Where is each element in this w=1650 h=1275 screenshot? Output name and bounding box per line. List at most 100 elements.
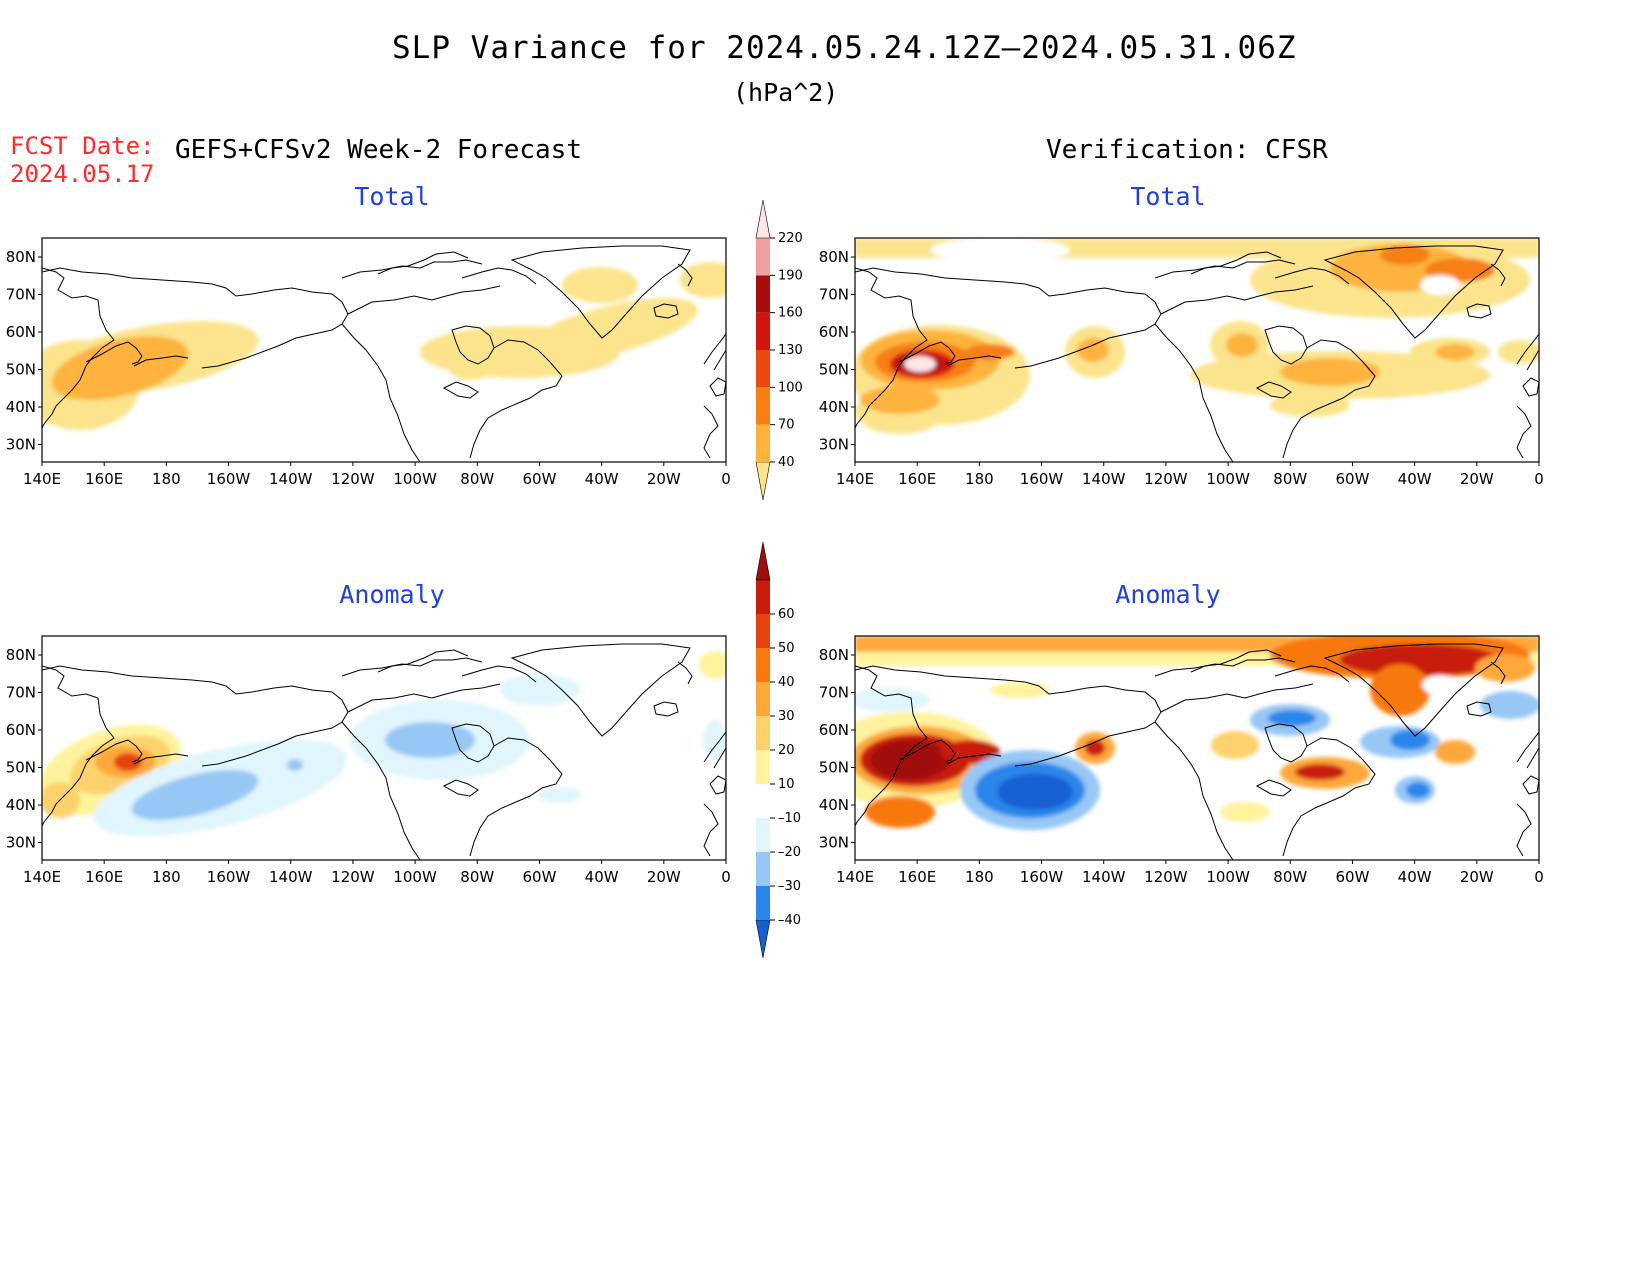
lon-tick-label: 160E [898, 868, 936, 886]
colorbar-swatch [756, 852, 770, 886]
lon-tick-label: 180 [965, 868, 994, 886]
colorbar-label: 70 [778, 418, 795, 433]
colorbar-label: –30 [778, 879, 801, 894]
lat-tick-label: 50N [6, 759, 36, 777]
colorbar-label: 50 [778, 641, 795, 656]
lat-tick-label: 40N [819, 398, 849, 416]
lon-tick-label: 160W [207, 868, 251, 886]
colorbar-swatch [756, 387, 770, 425]
colorbar-swatch [756, 275, 770, 313]
lon-tick-label: 140W [269, 470, 313, 488]
lon-tick-label: 140E [836, 470, 874, 488]
colorbar-swatch [756, 886, 770, 920]
map-verification-total [855, 238, 1539, 462]
colorbar-swatch [756, 682, 770, 716]
colorbar-label: 100 [778, 380, 803, 395]
colorbar-label: –40 [778, 913, 801, 928]
lat-tick-label: 80N [819, 248, 849, 266]
panel-title-forecast-total: Total [354, 182, 430, 211]
lon-tick-label: 60W [522, 868, 556, 886]
colorbar-end [755, 541, 771, 581]
lon-tick-label: 160W [207, 470, 251, 488]
lat-tick-label: 70N [819, 684, 849, 702]
lon-tick-label: 40W [1398, 868, 1432, 886]
lon-tick-label: 40W [585, 470, 619, 488]
lon-tick-label: 0 [1534, 868, 1544, 886]
fcst-date-value: 2024.05.17 [10, 160, 155, 188]
forecast-header: GEFS+CFSv2 Week-2 Forecast [175, 135, 582, 165]
lat-tick-label: 60N [819, 721, 849, 739]
lat-tick-label: 80N [6, 646, 36, 664]
lon-tick-label: 160W [1020, 868, 1064, 886]
lon-tick-label: 60W [1335, 470, 1369, 488]
lon-tick-label: 0 [1534, 470, 1544, 488]
colorbar-total: 40 70 100 130 160 190 220 [755, 199, 803, 501]
colorbar-swatch [756, 238, 770, 276]
lon-tick-label: 20W [1460, 868, 1494, 886]
lon-tick-label: 80W [1273, 470, 1307, 488]
lon-tick-label: 140W [269, 868, 313, 886]
lon-tick-label: 40W [585, 868, 619, 886]
lat-tick-label: 60N [6, 721, 36, 739]
fcst-date-label: FCST Date: [10, 132, 155, 160]
lon-tick-label: 140W [1082, 470, 1126, 488]
verification-header: Verification: CFSR [1046, 135, 1328, 165]
colorbar-label: 220 [778, 231, 803, 246]
lon-tick-label: 140E [23, 470, 61, 488]
colorbar-label: 40 [778, 455, 795, 470]
lat-tick-label: 80N [6, 248, 36, 266]
colorbar-swatch [756, 716, 770, 750]
colorbar-label: 130 [778, 343, 803, 358]
colorbar-anomaly: –40 –30 –20 –10 10 20 30 40 50 60 [755, 541, 801, 959]
lon-tick-label: 160E [898, 470, 936, 488]
colorbar-label: 40 [778, 675, 795, 690]
lon-tick-label: 120W [1144, 470, 1188, 488]
lat-tick-label: 50N [6, 361, 36, 379]
panel-title-forecast-anomaly: Anomaly [339, 580, 445, 609]
lon-tick-label: 180 [152, 470, 181, 488]
lon-tick-label: 160W [1020, 470, 1064, 488]
lon-tick-label: 120W [331, 470, 375, 488]
colorbar-end [755, 199, 771, 239]
map-verification-anomaly [855, 636, 1539, 860]
lat-tick-label: 50N [819, 361, 849, 379]
lat-tick-label: 40N [819, 796, 849, 814]
colorbar-label: –10 [778, 811, 801, 826]
colorbar-swatch [756, 580, 770, 614]
panel-title-verification-anomaly: Anomaly [1115, 580, 1221, 609]
panel-title-verification-total: Total [1130, 182, 1206, 211]
lat-tick-label: 80N [819, 646, 849, 664]
lat-tick-label: 60N [819, 323, 849, 341]
lon-tick-label: 20W [1460, 470, 1494, 488]
colorbar-swatch [756, 614, 770, 648]
colorbar-swatch [756, 350, 770, 388]
lon-tick-label: 100W [393, 868, 437, 886]
lat-tick-label: 40N [6, 796, 36, 814]
lon-tick-label: 80W [460, 470, 494, 488]
colorbar-end [755, 461, 771, 501]
lon-tick-label: 140E [23, 868, 61, 886]
lon-tick-label: 140W [1082, 868, 1126, 886]
lon-tick-label: 120W [1144, 868, 1188, 886]
lon-tick-label: 100W [393, 470, 437, 488]
lat-tick-label: 30N [819, 834, 849, 852]
lon-tick-label: 160E [85, 470, 123, 488]
lon-tick-label: 140E [836, 868, 874, 886]
colorbar-label: 190 [778, 268, 803, 283]
map-forecast-anomaly [42, 643, 726, 860]
lon-tick-label: 20W [647, 470, 681, 488]
colorbar-swatch [756, 784, 770, 818]
colorbar-label: –20 [778, 845, 801, 860]
lon-tick-label: 100W [1206, 470, 1250, 488]
lat-tick-label: 70N [819, 286, 849, 304]
lat-tick-label: 40N [6, 398, 36, 416]
lon-tick-label: 80W [1273, 868, 1307, 886]
lon-tick-label: 0 [721, 470, 731, 488]
lat-tick-label: 50N [819, 759, 849, 777]
colorbar-swatch [756, 312, 770, 350]
lon-tick-label: 180 [152, 868, 181, 886]
map-forecast-total [42, 245, 726, 462]
lon-tick-label: 160E [85, 868, 123, 886]
figure-title: SLP Variance for 2024.05.24.12Z—2024.05.… [392, 30, 1297, 66]
